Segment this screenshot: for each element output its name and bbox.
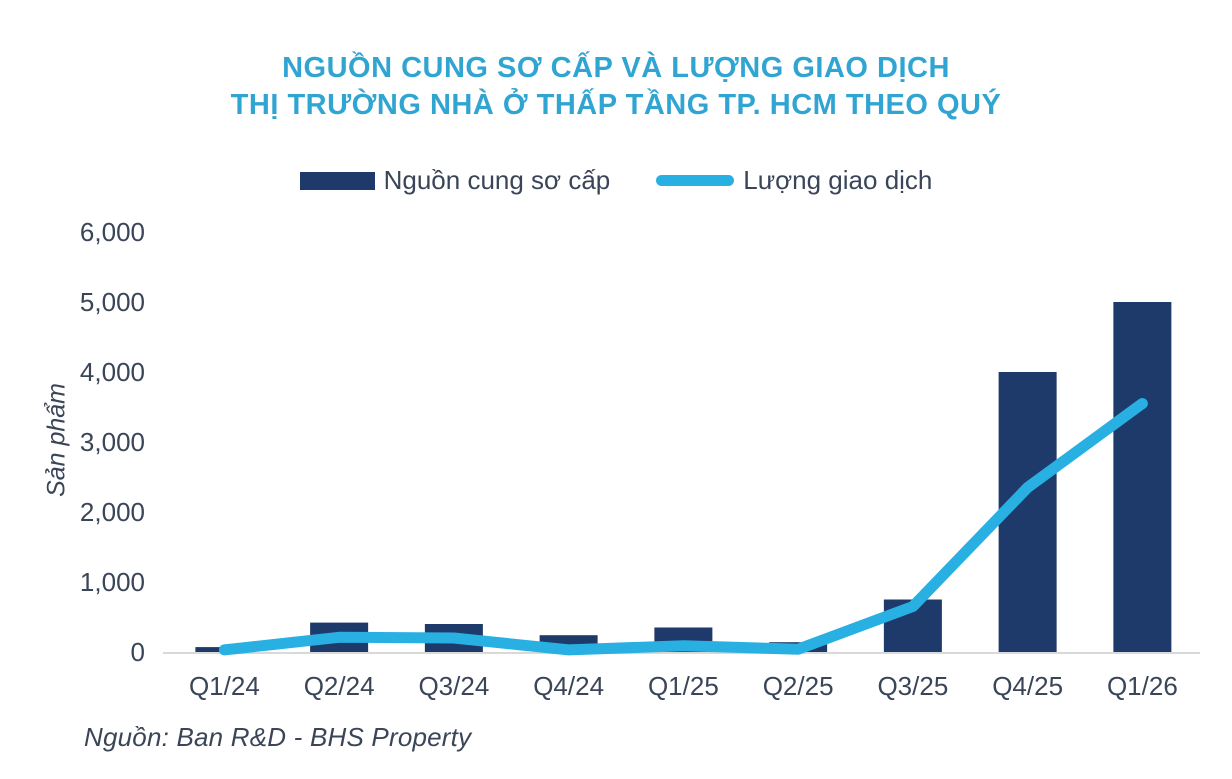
legend-label-transactions: Lượng giao dịch <box>743 165 933 195</box>
x-tick-label: Q4/25 <box>992 671 1063 701</box>
transactions-line <box>218 398 1148 656</box>
x-tick-label: Q3/25 <box>877 671 948 701</box>
y-tick-label: 1,000 <box>80 567 145 597</box>
y-tick-label: 6,000 <box>80 217 145 247</box>
y-tick-label: 5,000 <box>80 287 145 317</box>
x-tick-label: Q2/24 <box>304 671 375 701</box>
x-tick-label: Q1/26 <box>1107 671 1178 701</box>
chart-title-line2: THỊ TRƯỜNG NHÀ Ở THẤP TẦNG TP. HCM THEO … <box>230 89 1002 121</box>
legend-item-supply: Nguồn cung sơ cấp <box>299 165 611 196</box>
y-tick-label: 0 <box>131 637 145 667</box>
y-tick-label: 2,000 <box>80 497 145 527</box>
chart-title: NGUỒN CUNG SƠ CẤP VÀ LƯỢNG GIAO DỊCH THỊ… <box>0 50 1232 124</box>
legend: Nguồn cung sơ cấp Lượng giao dịch <box>0 165 1232 196</box>
x-tick-label: Q2/25 <box>763 671 834 701</box>
bar-series-swatch-icon <box>299 171 375 190</box>
x-tick-label: Q1/24 <box>189 671 260 701</box>
legend-item-transactions: Lượng giao dịch <box>656 165 932 196</box>
legend-label-supply: Nguồn cung sơ cấp <box>383 165 611 195</box>
x-tick-label: Q4/24 <box>533 671 604 701</box>
combo-chart: 0 1,000 2,000 3,000 4,000 5,000 6,000 Q1/24 Q2/2… <box>80 217 1200 701</box>
line-series-swatch-icon <box>656 175 735 186</box>
x-tick-label: Q1/25 <box>648 671 719 701</box>
source-note: Nguồn: Ban R&D - BHS Property <box>84 722 472 752</box>
chart-title-line1: NGUỒN CUNG SƠ CẤP VÀ LƯỢNG GIAO DỊCH <box>282 52 950 84</box>
y-tick-label: 4,000 <box>80 357 145 387</box>
bar-Q1/26 <box>1113 302 1172 652</box>
y-tick-label: 3,000 <box>80 427 145 457</box>
x-tick-label: Q3/24 <box>418 671 489 701</box>
